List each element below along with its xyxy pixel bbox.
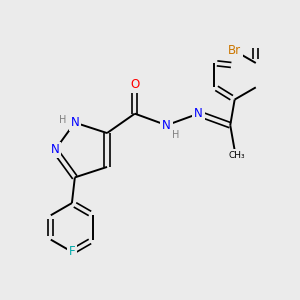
Text: N: N — [51, 143, 59, 157]
Text: H: H — [172, 130, 179, 140]
Text: N: N — [70, 116, 79, 129]
Text: CH₃: CH₃ — [229, 151, 245, 160]
Text: N: N — [162, 119, 171, 132]
Text: H: H — [59, 115, 66, 125]
Text: O: O — [130, 78, 140, 92]
Text: F: F — [69, 245, 75, 258]
Text: N: N — [194, 107, 203, 120]
Text: Br: Br — [228, 44, 241, 57]
